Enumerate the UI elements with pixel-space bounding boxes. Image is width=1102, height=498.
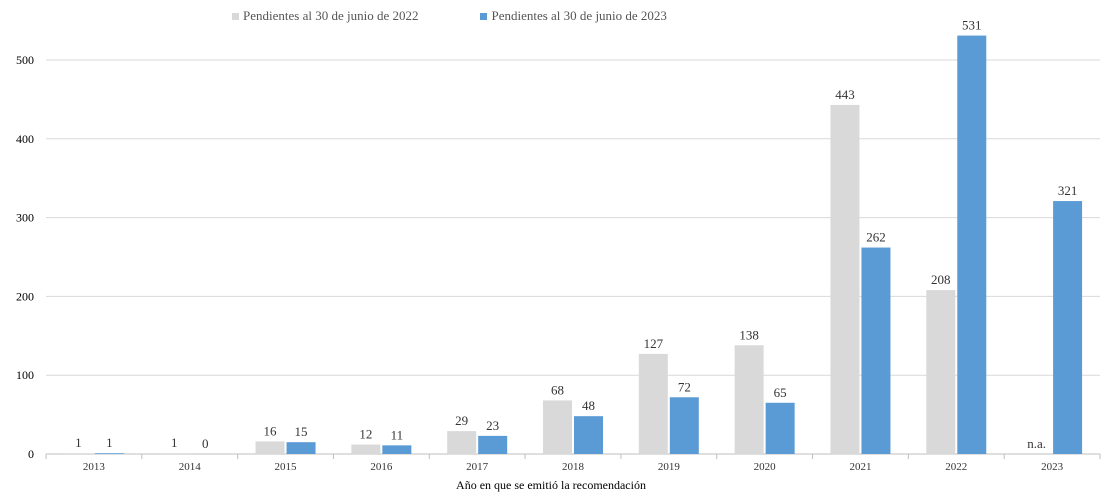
y-tick-label-400: 400 [16,132,34,146]
bar-2022-2013 [63,453,93,454]
data-label-2022-2014: 1 [171,435,178,450]
data-label-2023-2014: 0 [202,436,209,451]
x-tick-label-2020: 2020 [754,461,777,473]
data-label-2022-2017: 29 [455,413,468,428]
bar-2022-2022 [926,290,956,454]
data-label-2022-2020: 138 [739,327,759,342]
data-label-2022-2019: 127 [644,336,664,351]
legend: Pendientes al 30 de junio de 2022 Pendie… [232,8,667,24]
legend-swatch-2022 [232,12,239,20]
bar-2023-2013 [94,453,124,454]
x-tick-label-2018: 2018 [562,461,585,473]
x-tick-label-2023: 2023 [1041,461,1064,473]
data-label-2023-2016: 11 [391,427,404,442]
bar-2023-2016 [382,445,412,454]
data-label-2023-2019: 72 [678,379,691,394]
x-tick-label-2021: 2021 [849,461,871,473]
bar-2023-2017 [478,435,508,454]
x-axis-title: Año en que se emitió la recomendación [456,478,646,492]
data-label-2023-2022: 531 [962,18,982,33]
data-label-2023-2015: 15 [295,424,308,439]
bar-2023-2022 [957,35,987,455]
bar-2022-2016 [351,444,381,454]
data-label-2022-2018: 68 [551,382,564,397]
data-label-2022-2016: 12 [359,427,372,442]
bar-2023-2018 [574,416,603,454]
data-label-2023-2018: 48 [582,398,595,413]
bar-2022-2014 [159,453,189,454]
legend-item-2023: Pendientes al 30 de junio de 2023 [480,8,667,24]
data-label-2023-2013: 1 [106,435,113,450]
legend-item-2022: Pendientes al 30 de junio de 2022 [232,8,418,24]
y-tick-label-300: 300 [16,211,34,225]
legend-label-2022: Pendientes al 30 de junio de 2022 [243,8,419,23]
bar-2022-2017 [447,431,477,454]
data-label-2022-2015: 16 [264,423,278,438]
data-label-2023-2023: 321 [1058,183,1078,198]
legend-label-2023: Pendientes al 30 de junio de 2023 [491,8,667,23]
x-tick-label-2017: 2017 [466,461,489,473]
data-label-2023-2017: 23 [486,418,499,433]
data-label-2022-2022: 208 [931,272,951,287]
x-tick-label-2013: 2013 [83,461,106,473]
bar-2022-2018 [543,400,572,454]
bar-2022-2021 [830,104,860,454]
legend-swatch-2023 [480,12,488,20]
x-tick-label-2019: 2019 [658,461,681,473]
bar-2022-2015 [255,441,285,454]
bar-2022-2019 [638,353,668,454]
bar-2023-2020 [765,402,795,454]
y-tick-label-200: 200 [16,289,34,303]
bar-2023-2019 [669,397,699,454]
y-tick-label-100: 100 [16,368,34,382]
x-tick-label-2014: 2014 [179,461,202,473]
bar-2022-2020 [734,345,764,454]
x-tick-label-2015: 2015 [275,461,298,473]
y-tick-label-500: 500 [16,53,34,67]
data-label-2022-2023: n.a. [1027,436,1046,451]
data-label-2023-2021: 262 [866,230,886,245]
y-tick-label-0: 0 [28,447,34,461]
x-tick-label-2016: 2016 [370,461,393,473]
bar-2023-2015 [286,442,316,454]
data-label-2022-2013: 1 [75,435,82,450]
data-label-2023-2020: 65 [774,385,787,400]
bar-2023-2021 [861,247,891,454]
x-tick-label-2022: 2022 [945,461,967,473]
bar-2023-2023 [1053,201,1083,454]
data-label-2022-2021: 443 [835,87,855,102]
